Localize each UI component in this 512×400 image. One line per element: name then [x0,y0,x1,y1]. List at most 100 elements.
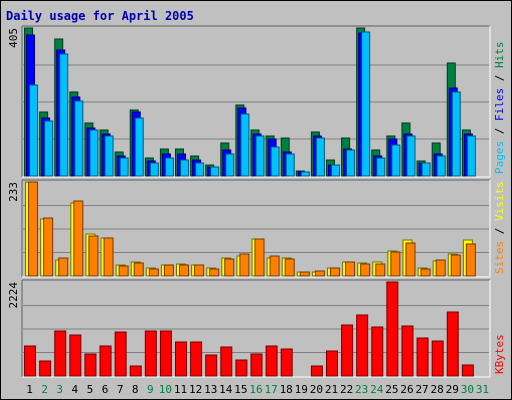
bar-sites-day-1 [28,181,39,277]
bar-kbytes-day-1 [24,345,37,377]
bar-sites-day-19 [299,271,310,277]
bar-kbytes-day-18 [280,348,293,377]
day-label-3: 3 [56,383,63,396]
bar-pages-day-2 [44,120,54,177]
bar-kbytes-day-29 [446,311,459,377]
panel-legend-label: Pages / Files / Hits [493,42,506,175]
bar-sites-day-7 [118,265,129,277]
chart-panels: 405 Pages / Files / Hits 233 Sites / Visits… [7,25,506,378]
bar-kbytes-day-3 [54,330,67,377]
day-label-15: 15 [234,383,247,396]
bar-sites-day-16 [254,238,265,277]
bar-sites-day-10 [163,264,174,277]
panel-hits_files_pages: 405 Pages / Files / Hits [7,25,506,178]
bar-kbytes-day-15 [235,359,248,377]
bar-kbytes-day-7 [114,331,127,377]
day-label-6: 6 [102,383,109,396]
bar-pages-day-6 [104,135,114,177]
day-label-28: 28 [431,383,444,396]
bar-kbytes-day-5 [84,353,97,377]
bar-pages-day-9 [149,162,159,177]
panel-legend-label: Sites / Visits [493,181,506,274]
bar-pages-day-22 [346,149,356,177]
bar-sites-day-26 [405,242,416,277]
day-label-26: 26 [400,383,413,396]
day-label-1: 1 [26,383,33,396]
day-label-13: 13 [204,383,217,396]
bar-sites-day-23 [360,263,371,277]
day-label-27: 27 [415,383,428,396]
bar-kbytes-day-14 [220,346,233,377]
bar-kbytes-day-30 [461,364,474,377]
day-label-4: 4 [72,383,79,396]
day-label-18: 18 [280,383,293,396]
bar-sites-day-18 [284,258,295,277]
bar-sites-day-13 [209,268,220,277]
legend-entry-kbytes: KBytes [493,334,506,374]
bar-kbytes-day-4 [69,334,82,377]
bar-sites-day-4 [73,200,84,277]
bar-sites-day-6 [103,237,114,277]
bar-sites-day-27 [420,268,431,277]
x-axis-day-labels: 1 2 3 4 5 6 7 8 9 10 11 12 13 14 15 16 17 18 19 20 21 22 23 24 2… [26,383,489,396]
bar-pages-day-13 [210,166,220,177]
bar-sites-day-24 [375,263,386,277]
bar-kbytes-day-27 [416,337,429,377]
bar-kbytes-day-6 [99,345,112,377]
bar-sites-day-2 [43,217,54,277]
bar-pages-day-12 [195,162,205,177]
chart-title: Daily usage for April 2005 [6,9,194,23]
legend-entry-visits: Visits [493,181,506,221]
legend-separator: / [493,221,506,241]
bar-sites-day-9 [148,268,159,277]
bar-pages-day-25 [391,144,401,177]
day-label-14: 14 [219,383,233,396]
panel-max-label: 233 [7,182,20,202]
day-label-25: 25 [385,383,398,396]
bar-pages-day-28 [436,155,446,177]
bar-sites-day-15 [239,253,250,277]
bar-pages-day-27 [421,162,431,177]
bar-pages-day-19 [300,171,310,177]
legend-separator: / [493,68,506,88]
bar-pages-day-18 [285,153,295,177]
bar-pages-day-29 [451,91,461,177]
bar-pages-day-10 [164,157,174,177]
day-label-2: 2 [41,383,48,396]
bar-sites-day-5 [88,235,99,277]
panel-kbytes: 2224 KBytes [7,279,506,378]
bar-kbytes-day-10 [159,330,172,377]
legend-entry-files: Files [493,88,506,121]
bar-pages-day-3 [59,53,69,177]
bar-kbytes-day-9 [144,330,157,377]
legend-entry-pages: Pages [493,141,506,174]
bar-kbytes-day-17 [265,345,278,377]
bar-pages-day-1 [29,84,39,177]
bar-sites-day-8 [133,262,144,277]
bar-pages-day-5 [89,129,99,177]
day-label-16: 16 [249,383,262,396]
day-label-24: 24 [370,383,384,396]
bar-kbytes-day-8 [129,365,142,377]
bar-pages-day-4 [74,100,84,177]
bar-pages-day-24 [376,157,386,177]
bar-sites-day-20 [314,270,325,277]
bar-sites-day-12 [194,264,205,277]
bar-pages-day-8 [134,117,144,177]
bar-pages-day-26 [406,135,416,177]
bar-sites-day-22 [345,261,356,277]
day-label-20: 20 [310,383,323,396]
legend-entry-sites: Sites [493,241,506,274]
panel-max-label: 405 [7,28,20,48]
bar-sites-day-3 [58,257,69,277]
bar-kbytes-day-20 [310,365,323,377]
day-label-22: 22 [340,383,353,396]
day-label-23: 23 [355,383,368,396]
legend-separator: / [493,121,506,141]
bar-kbytes-day-25 [386,281,399,377]
bar-kbytes-day-16 [250,353,263,377]
bar-pages-day-30 [466,135,476,177]
day-label-7: 7 [117,383,124,396]
bar-kbytes-day-12 [190,341,203,377]
day-label-9: 9 [147,383,154,396]
